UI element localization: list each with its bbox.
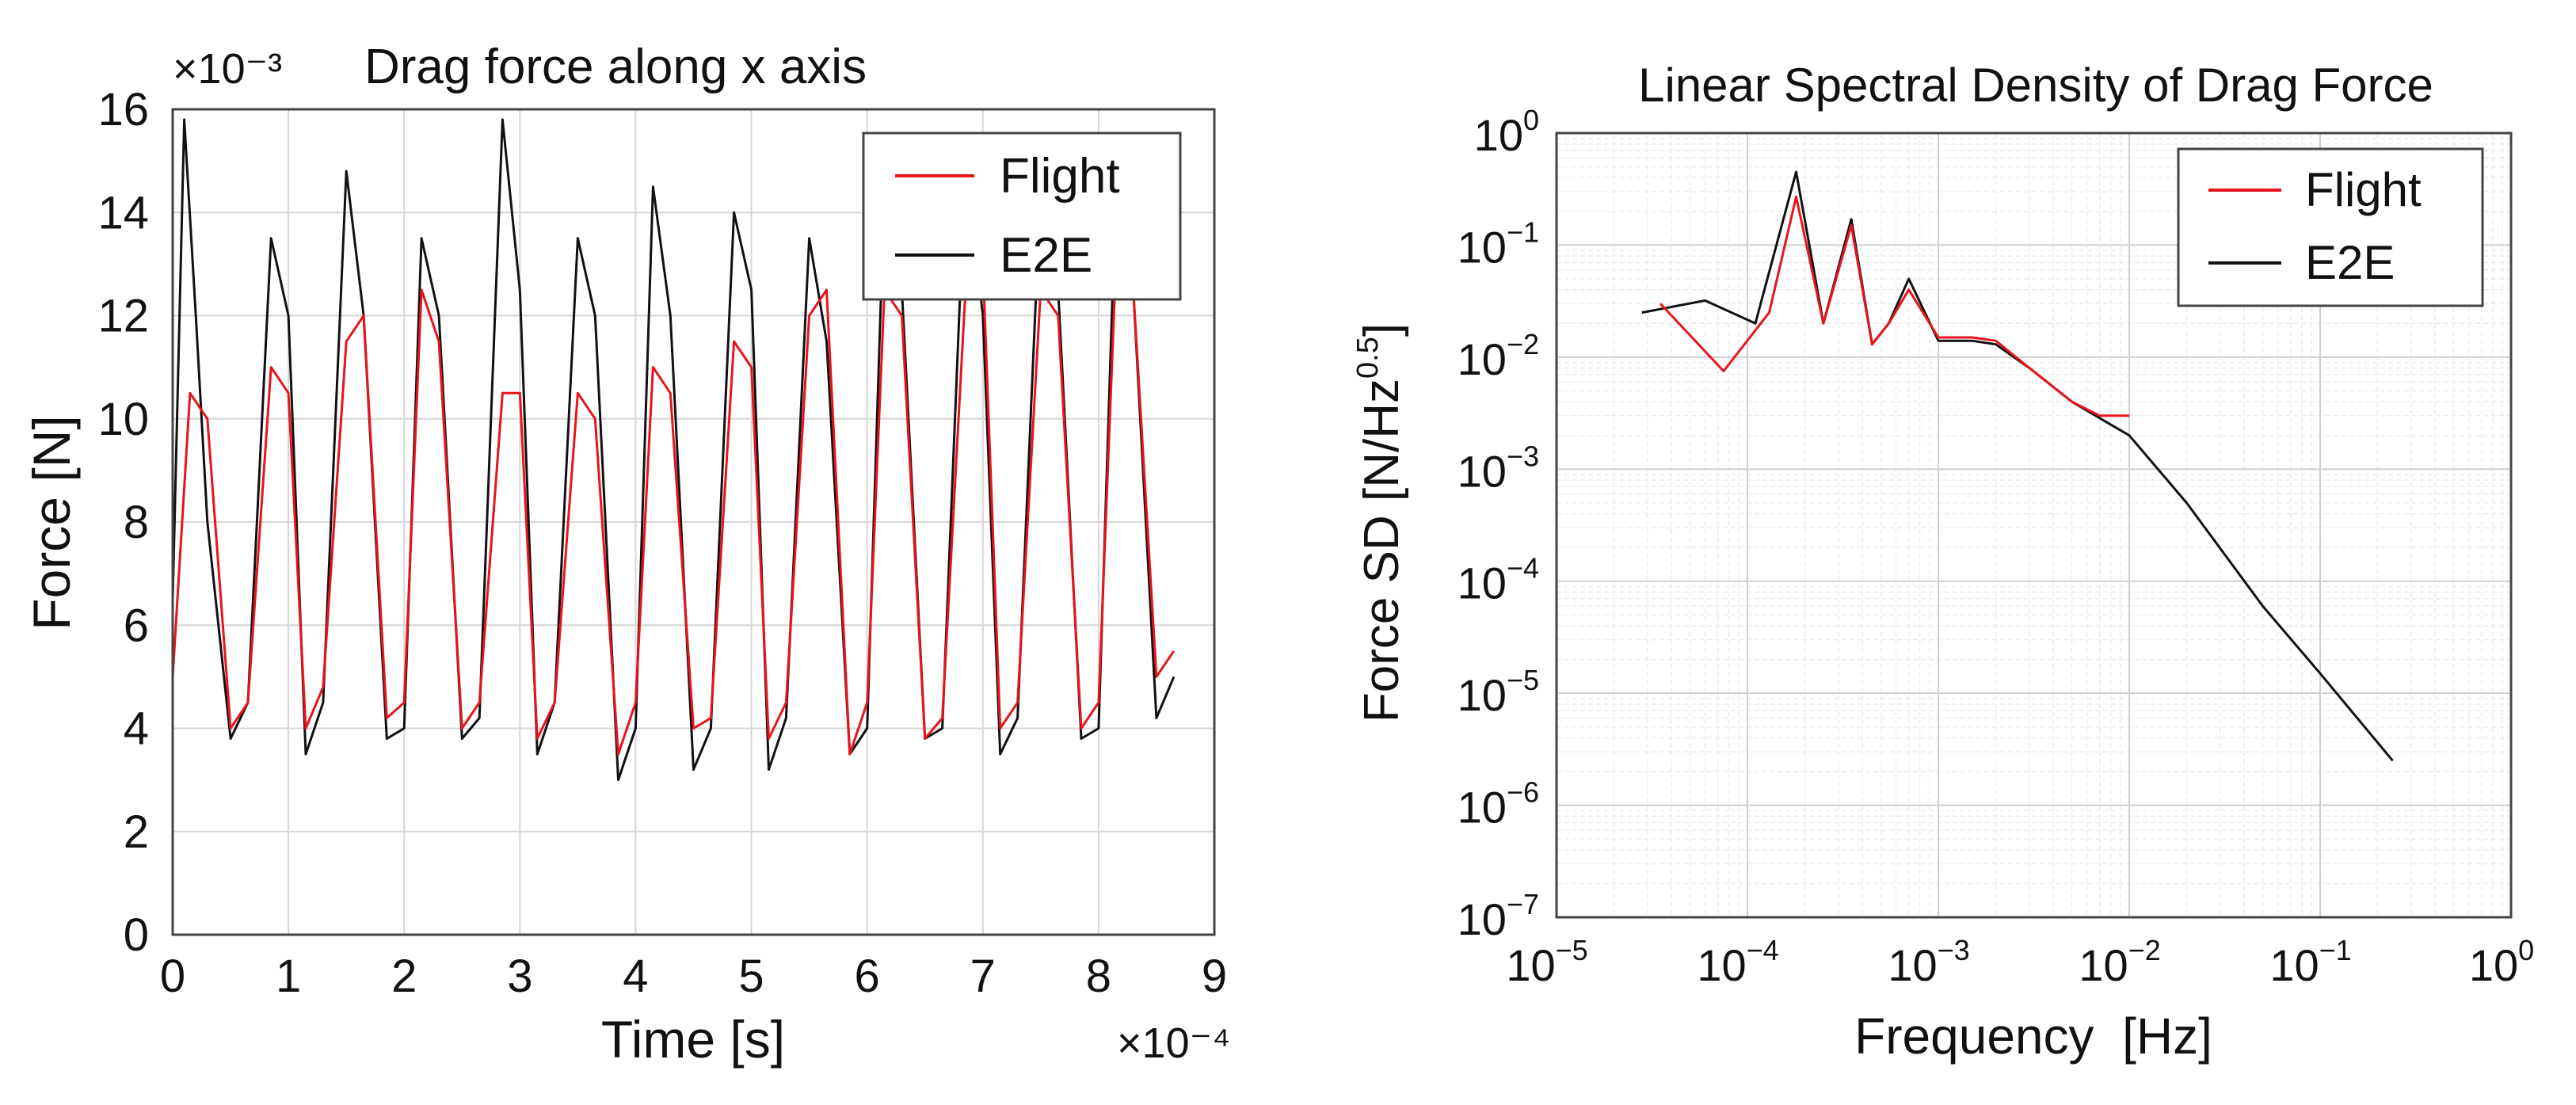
left-x-tick-label: 5 <box>738 951 764 1002</box>
right-y-tick-label: 10−3 <box>1458 440 1539 496</box>
left-x-tick-label: 9 <box>1202 951 1227 1002</box>
right-legend: Flight E2E <box>2177 147 2484 307</box>
right-chart-title: Linear Spectral Density of Drag Force <box>1638 59 2433 112</box>
right-series-e2e-line <box>1641 170 2394 762</box>
left-series-e2e-line <box>171 118 1176 782</box>
left-y-tick-label: 6 <box>124 600 149 651</box>
right-series-flight-line <box>1660 195 2129 417</box>
left-legend-box <box>862 131 1182 301</box>
right-y-tick-label: 100 <box>1474 104 1539 160</box>
right-x-tick-label: 10−4 <box>1697 934 1778 990</box>
right-x-tick-label: 100 <box>2469 934 2534 990</box>
right-x-tick-label: 10−5 <box>1506 934 1587 990</box>
left-legend-flight-label: Flight <box>1000 149 1120 204</box>
right-y-tick-label: 10−5 <box>1458 664 1539 720</box>
left-x-tick-label: 6 <box>855 951 880 1002</box>
left-y-tick-label: 0 <box>124 909 149 961</box>
right-y-tick-label: 10−6 <box>1458 776 1539 833</box>
right-series-lines <box>1641 170 2394 762</box>
left-x-tick-label: 7 <box>970 951 996 1002</box>
right-legend-box <box>2177 147 2484 307</box>
left-y-tick-label: 4 <box>124 703 149 755</box>
left-x-tick-label: 1 <box>276 951 301 1002</box>
left-x-tick-label: 3 <box>507 951 532 1002</box>
right-y-axis-label: Force SD [N/Hz0.5] <box>1351 323 1409 722</box>
right-plot-frame <box>1555 131 2513 919</box>
right-tick-labels: 10−5 10−4 10−3 10−2 10−1 100 10−7 10−6 10−5 10−4 1… <box>1458 104 2535 990</box>
right-legend-e2e-label: E2E <box>2305 236 2395 289</box>
left-y-tick-label: 12 <box>97 291 149 342</box>
right-y-tick-label: 10−2 <box>1458 328 1539 384</box>
left-y-multiplier: ×10⁻³ <box>173 45 282 93</box>
right-y-tick-label: 10−4 <box>1458 552 1539 608</box>
left-y-tick-label: 10 <box>97 394 149 445</box>
left-x-tick-label: 0 <box>160 951 185 1002</box>
left-y-axis-label: Force [N] <box>22 415 81 630</box>
left-legend: Flight E2E <box>862 131 1182 301</box>
left-x-tick-label: 2 <box>391 951 417 1002</box>
right-y-tick-label: 10−1 <box>1458 215 1539 272</box>
left-series-flight-line <box>171 262 1176 756</box>
left-x-multiplier: ×10⁻⁴ <box>1117 1019 1230 1067</box>
left-y-tick-label: 8 <box>124 497 149 548</box>
left-legend-e2e-label: E2E <box>1000 228 1092 283</box>
spectral-density-chart: 10−5 10−4 10−3 10−2 10−1 100 10−7 10−6 10−5 10−4 1… <box>1351 59 2534 1065</box>
left-series-lines <box>171 118 1176 782</box>
right-legend-flight-label: Flight <box>2305 163 2422 216</box>
right-x-tick-label: 10−3 <box>1888 934 1969 990</box>
right-x-axis-label: Frequency [Hz] <box>1854 1008 2212 1065</box>
left-x-tick-label: 8 <box>1086 951 1111 1002</box>
right-y-tick-label: 10−7 <box>1458 888 1539 944</box>
left-plot-frame <box>171 108 1216 936</box>
left-chart-title: Drag force along x axis <box>364 40 867 94</box>
left-y-tick-label: 16 <box>97 84 149 135</box>
right-x-tick-label: 10−1 <box>2269 934 2351 990</box>
left-y-tick-label: 14 <box>97 187 149 238</box>
left-x-axis-label: Time [s] <box>601 1010 785 1069</box>
left-x-tick-label: 4 <box>623 951 648 1002</box>
left-y-tick-label: 2 <box>124 806 149 858</box>
right-x-tick-label: 10−2 <box>2079 934 2160 990</box>
